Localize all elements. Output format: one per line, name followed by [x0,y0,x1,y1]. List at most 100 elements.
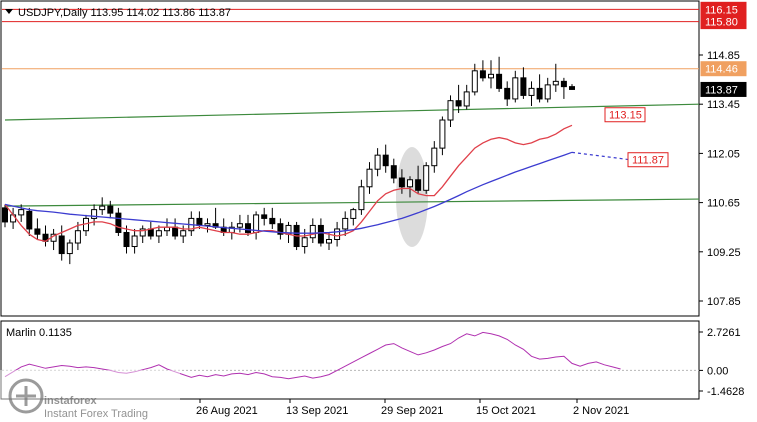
candle-body[interactable] [544,84,551,100]
highlight-ellipse [396,147,428,247]
annotation-text: 111.87 [632,155,664,167]
indicator-tick-label: 2.7261 [707,327,741,339]
candle-body[interactable] [439,119,446,149]
candle-body[interactable] [107,205,114,214]
chart-title[interactable]: USDJPY,Daily 113.95 114.02 113.86 113.87 [5,7,231,19]
candle-body[interactable] [317,224,324,244]
candle-body[interactable] [431,147,438,167]
price-label-text: 115.80 [705,17,738,29]
candle-body[interactable] [350,209,357,219]
watermark: instaforex Instant Forex Trading [0,370,180,422]
price-label-box [700,81,747,97]
candle-body[interactable] [326,239,332,244]
candle-body[interactable] [447,100,454,121]
indicator-frame [0,320,700,400]
candle-body[interactable] [398,177,405,188]
candle-body[interactable] [204,223,211,226]
candle-body[interactable] [463,91,470,107]
candle-body[interactable] [155,230,162,237]
candle-body[interactable] [301,237,308,248]
date-label: 26 Aug 2021 [196,405,258,417]
watermark-brand: instaforex [44,395,97,407]
candle-body[interactable] [115,212,122,233]
candle-body[interactable] [58,235,65,255]
candle-body[interactable] [374,154,381,170]
y-tick-label: 112.05 [707,148,740,160]
candle-body[interactable] [309,224,316,239]
candle-body[interactable] [488,73,494,79]
price-label-box [700,61,747,77]
candle-body[interactable] [180,230,187,237]
candle-body[interactable] [520,77,527,96]
candle-body[interactable] [407,179,413,188]
candle-body[interactable] [366,168,373,188]
candle-body[interactable] [342,217,349,230]
blue-ma-projection [571,151,631,161]
candle-body[interactable] [528,87,535,96]
candle-body[interactable] [74,230,81,244]
trend-lines [4,103,700,207]
candle-body[interactable] [455,100,462,107]
candle-body[interactable] [423,165,430,191]
candle-body[interactable] [139,228,146,237]
indicator-tick-label: 0.00 [707,365,728,377]
candle-body[interactable] [245,223,251,233]
watermark-tagline: Instant Forex Trading [44,408,148,420]
triangle-down-icon[interactable] [5,9,13,14]
candle-body[interactable] [269,217,276,225]
price-label-box [700,14,747,30]
marlin-indicator [2,331,699,380]
candle-body[interactable] [123,231,130,248]
y-tick-label: 114.85 [707,50,740,62]
date-label: 29 Sep 2021 [381,405,443,417]
candle-body[interactable] [560,80,567,88]
main-frame [0,0,700,317]
candle-body[interactable] [479,70,486,79]
instaforex-logo-icon [8,378,44,414]
y-tick-label: 107.85 [707,296,741,308]
candle-body[interactable] [26,210,33,230]
candle-body[interactable] [536,87,543,100]
candle-body[interactable] [382,154,389,167]
candle-body[interactable] [390,165,397,179]
candle-body[interactable] [496,73,503,89]
date-label: 15 Oct 2021 [476,405,536,417]
candle-body[interactable] [415,179,422,191]
candle-body[interactable] [2,207,8,223]
price-axis: 114.85 113.45 112.05 110.65 109.25 107.85 [699,50,741,308]
trend-line[interactable] [4,103,700,121]
price-label-text: 116.15 [705,4,738,16]
candle-body[interactable] [552,80,559,86]
indicator-axis: 2.7261 0.00 -1.4628 [699,327,744,398]
candle-body[interactable] [131,235,138,248]
candle-body[interactable] [512,77,519,100]
candle-body[interactable] [236,223,243,228]
trend-line[interactable] [4,198,700,207]
candle-body[interactable] [196,217,203,226]
annotation-text: 113.15 [609,110,642,122]
candle-body[interactable] [334,228,341,240]
annotation-box [604,107,646,123]
candles [2,56,575,265]
moving-averages [4,124,631,242]
marlin-line [4,331,621,380]
date-label: 2 Nov 2021 [573,405,629,417]
title-text: USDJPY,Daily 113.95 114.02 113.86 113.87 [18,7,231,19]
candle-body[interactable] [504,87,511,100]
candle-body[interactable] [99,205,106,211]
candle-body[interactable] [569,86,575,90]
candle-body[interactable] [91,209,98,219]
candle-body[interactable] [261,214,268,219]
price-label-text: 114.46 [705,64,738,76]
candle-body[interactable] [18,209,25,216]
candle-body[interactable] [358,186,365,211]
candle-body[interactable] [66,242,73,255]
annotations: 113.15 111.87 [604,107,669,168]
candle-body[interactable] [277,223,284,235]
date-label: 13 Sep 2021 [286,405,348,417]
candle-body[interactable] [172,226,179,237]
candle-body[interactable] [471,70,478,93]
candle-body[interactable] [34,228,41,235]
